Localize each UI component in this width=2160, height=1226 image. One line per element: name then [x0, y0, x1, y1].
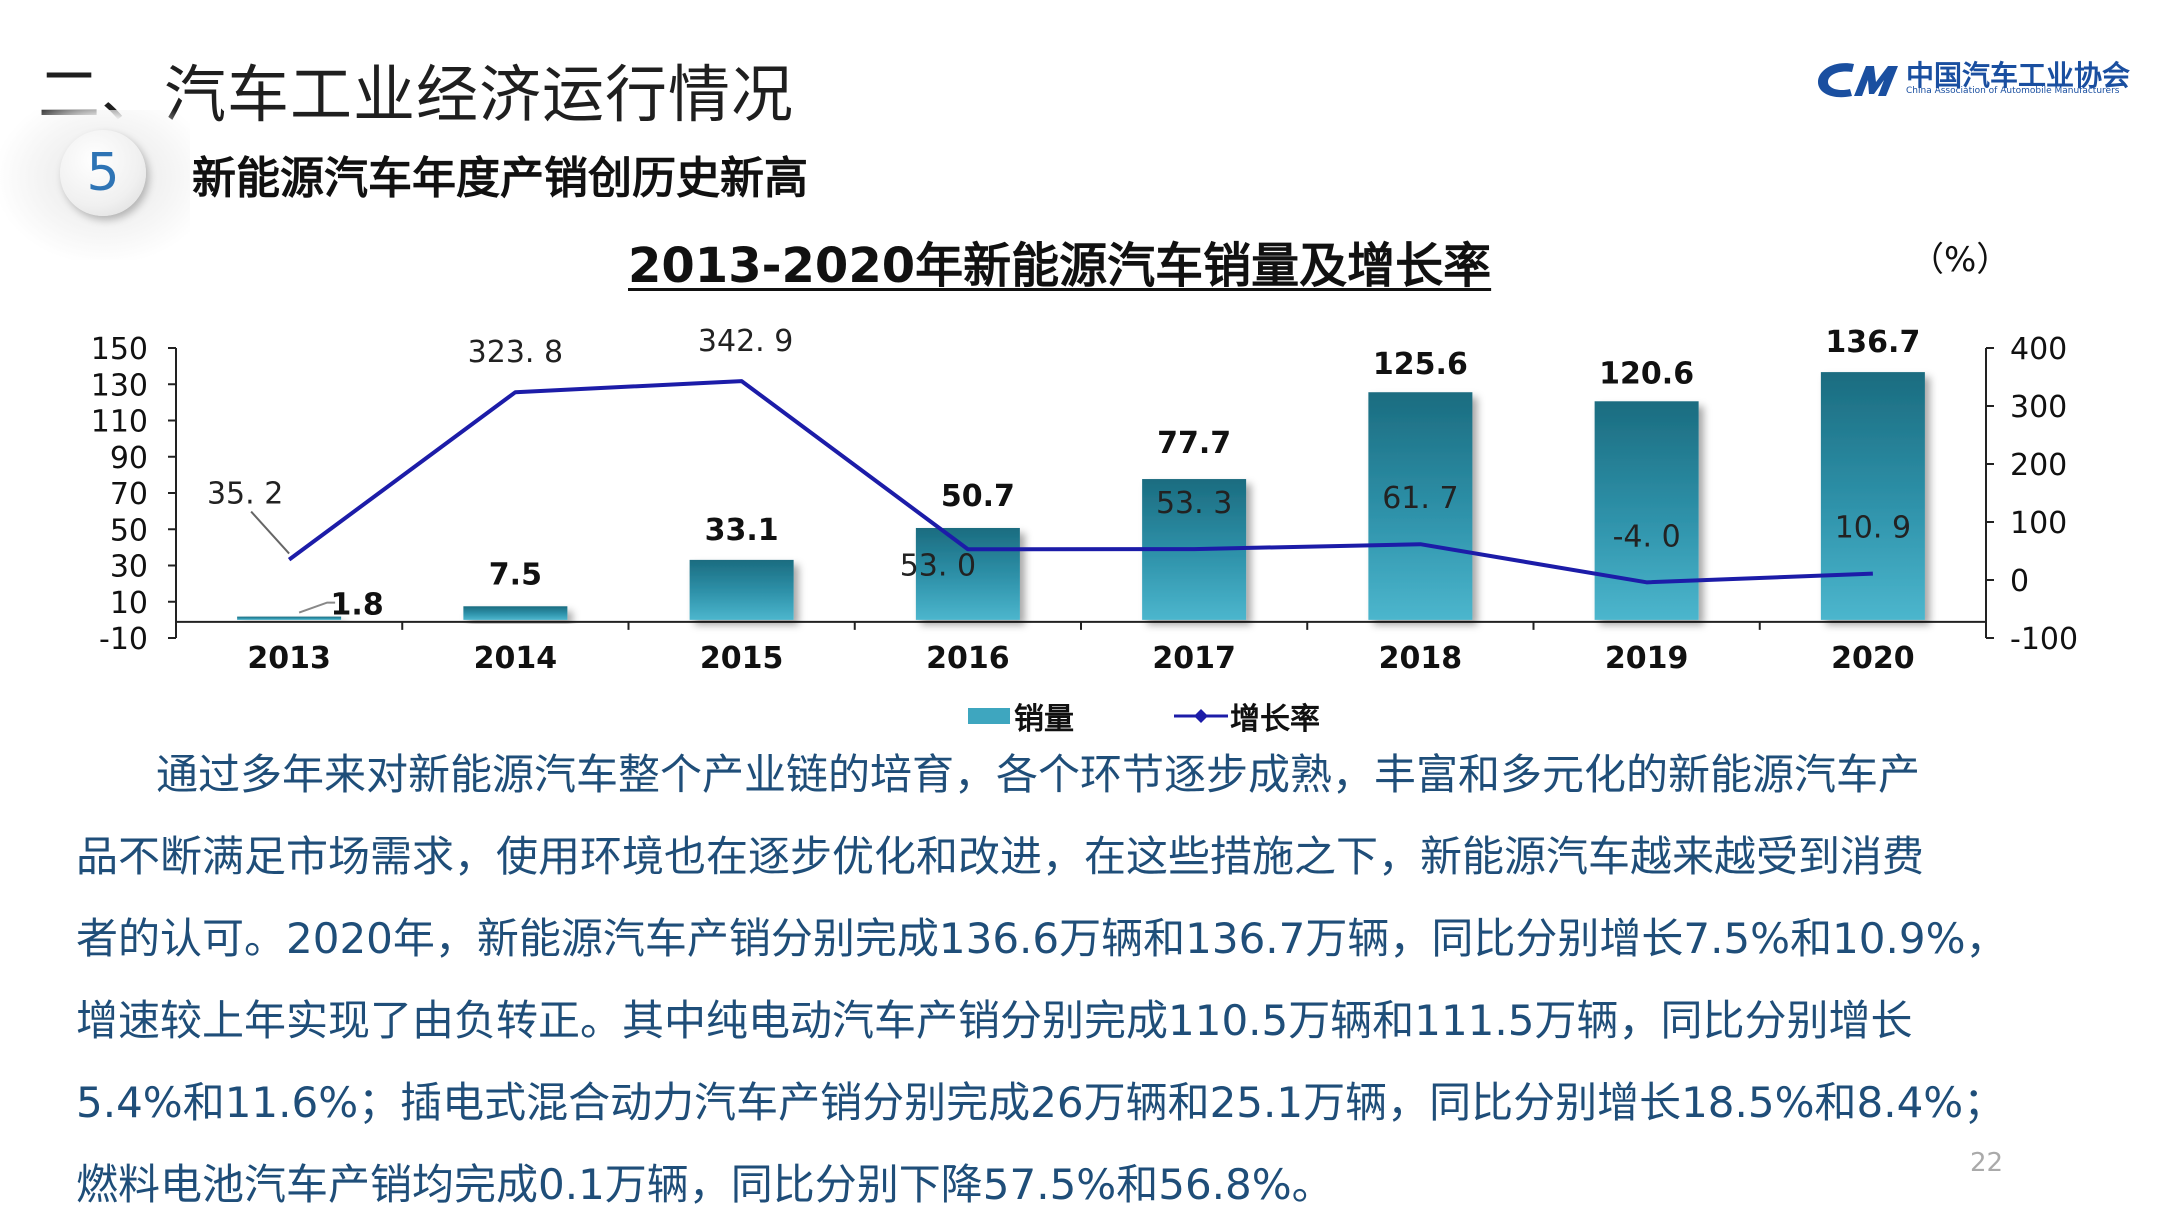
bar	[1594, 401, 1699, 620]
growth-rate-label: 323. 8	[468, 335, 563, 370]
bar-value-label: 50.7	[941, 479, 1015, 514]
y-right-tick-label: 0	[2010, 564, 2029, 599]
section-number-badge: 5	[60, 130, 146, 216]
bar	[689, 559, 794, 620]
y-right-tick-label: 400	[2010, 332, 2067, 367]
body-line: 者的认可。2020年，新能源汽车产销分别完成136.6万辆和136.7万辆，同比…	[76, 914, 2008, 963]
logo-name-en: China Association of Automobile Manufact…	[1906, 86, 2120, 96]
bar-value-label: 125.6	[1373, 347, 1468, 382]
bar-value-label: 136.7	[1825, 325, 1920, 360]
bar-value-label: 1.8	[331, 588, 384, 623]
growth-rate-label: 10. 9	[1835, 511, 1911, 546]
x-tick-label: 2017	[1152, 641, 1236, 676]
x-tick-label: 2013	[247, 641, 331, 676]
y-right-tick-label: 300	[2010, 390, 2067, 425]
body-line: 5.4%和11.6%；插电式混合动力汽车产销分别完成26万辆和25.1万辆，同比…	[76, 1078, 2006, 1127]
line-series	[287, 379, 1873, 585]
growth-rate-label: 35. 2	[207, 477, 283, 512]
bar	[463, 606, 568, 620]
body-line: 燃料电池汽车产销均完成0.1万辆，同比分别下降57.5%和56.8%。	[76, 1160, 1334, 1209]
bar-label-leader	[298, 601, 336, 614]
body-line: 通过多年来对新能源汽车整个产业链的培育，各个环节逐步成熟，丰富和多元化的新能源汽…	[156, 750, 1921, 799]
caam-logo: 中国汽车工业协会 China Association of Automobile…	[1814, 52, 2134, 104]
y-left-tick-label: 150	[91, 332, 148, 367]
bar-value-label: 120.6	[1599, 356, 1694, 391]
y-right-tick-label: 100	[2010, 506, 2067, 541]
x-tick-label: 2018	[1379, 641, 1463, 676]
y-left-tick-label: 30	[110, 550, 148, 585]
bar-value-label: 33.1	[705, 513, 779, 548]
bar-value-label: 77.7	[1157, 426, 1231, 461]
bar	[1820, 372, 1925, 620]
caam-logo-icon	[1818, 63, 1898, 98]
legend-line-label: 增长率	[1230, 702, 1320, 737]
growth-rate-label: 53. 3	[1156, 486, 1232, 521]
y-left-tick-label: -10	[99, 622, 148, 657]
growth-rate-label: 61. 7	[1382, 481, 1458, 516]
bar-value-label: 7.5	[489, 557, 542, 592]
y-left-tick-label: 50	[110, 513, 148, 548]
body-line: 品不断满足市场需求，使用环境也在逐步优化和改进，在这些措施之下，新能源汽车越来越…	[76, 832, 1925, 881]
data-labels: 1.8 7.5 33.1 50.7 77.7 125.6 120.6 136.7 35. 2 32…	[207, 324, 1920, 622]
growth-rate-label: 342. 9	[698, 324, 793, 359]
section-title: 新能源汽车年度产销创历史新高	[192, 153, 808, 204]
logo-name-cn: 中国汽车工业协会	[1906, 59, 2131, 92]
y-left-tick-label: 130	[91, 368, 148, 403]
x-tick-label: 2019	[1605, 641, 1689, 676]
body-paragraph: 通过多年来对新能源汽车整个产业链的培育，各个环节逐步成熟，丰富和多元化的新能源汽…	[76, 734, 2136, 1226]
right-axis-unit-label: （%）	[1910, 240, 2011, 280]
growth-rate-line	[287, 379, 1873, 585]
y-left-tick-label: 90	[110, 441, 148, 476]
growth-rate-label: 53. 0	[900, 548, 976, 583]
body-line: 增速较上年实现了由负转正。其中纯电动汽车产销分别完成110.5万辆和111.5万…	[76, 996, 1913, 1045]
bar	[237, 616, 342, 620]
page-number: 22	[1970, 1148, 2004, 1178]
rate-label-leader	[250, 510, 290, 555]
x-tick-label: 2014	[474, 641, 558, 676]
y-left-tick-label: 10	[110, 586, 148, 621]
y-right-tick-label: 200	[2010, 448, 2067, 483]
bar	[915, 527, 1020, 620]
legend-line-swatch	[1174, 709, 1228, 723]
growth-rate-label: -4. 0	[1613, 519, 1681, 554]
legend-bar-swatch	[968, 708, 1010, 724]
x-tick-label: 2020	[1831, 641, 1915, 676]
y-left-tick-label: 110	[91, 405, 148, 440]
x-tick-label: 2016	[926, 641, 1010, 676]
chart-title: 2013-2020年新能源汽车销量及增长率	[628, 238, 1492, 294]
y-right-tick-label: -100	[2010, 622, 2078, 657]
legend-bar-label: 销量	[1014, 702, 1074, 737]
x-tick-label: 2015	[700, 641, 784, 676]
y-left-tick-label: 70	[110, 477, 148, 512]
bar	[1368, 392, 1473, 620]
